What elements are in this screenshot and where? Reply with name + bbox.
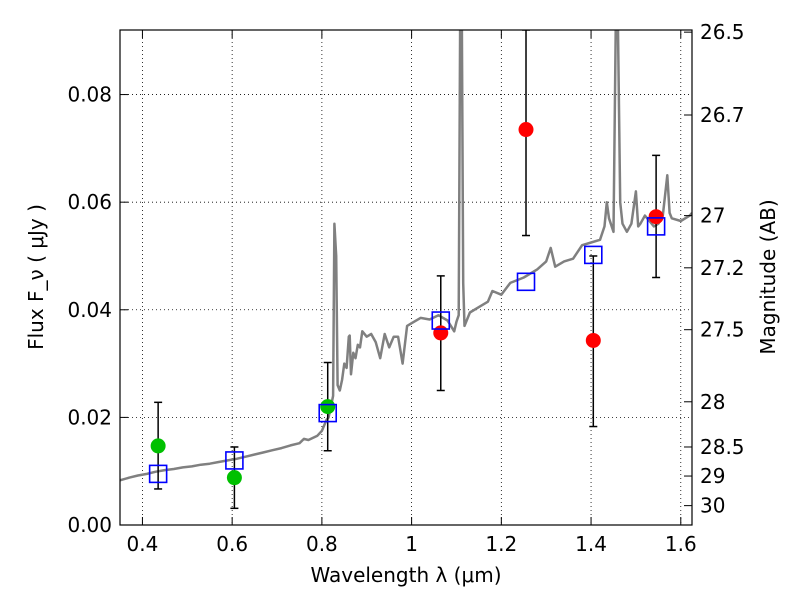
y2-tick-label: 27.5 bbox=[700, 318, 745, 342]
data-point bbox=[226, 470, 242, 486]
y-axis-label: Flux F_ν ( μJy ) bbox=[24, 204, 48, 350]
plot-frame-bg bbox=[120, 30, 692, 525]
x-tick-label: 1.6 bbox=[665, 532, 697, 556]
y2-tick-label: 26.5 bbox=[700, 20, 745, 44]
data-point bbox=[518, 122, 534, 138]
data-point bbox=[648, 209, 664, 225]
x-tick-label: 0.8 bbox=[306, 532, 338, 556]
y2-tick-label: 27.2 bbox=[700, 256, 745, 280]
model-point bbox=[431, 311, 451, 330]
data-point bbox=[585, 332, 601, 348]
plot-frame bbox=[119, 29, 693, 526]
model-point bbox=[148, 464, 168, 484]
data-point bbox=[320, 399, 336, 415]
x-tick-label: 0.6 bbox=[216, 532, 248, 556]
y-tick-label: 0.06 bbox=[67, 190, 112, 214]
model-point bbox=[225, 451, 244, 470]
model-point bbox=[584, 245, 603, 265]
tick-labels: 0.4 0.6 0.8 1 1.2 1.4 1.6 0.00 0.02 0.04 0.06 0.08 2… bbox=[67, 20, 744, 556]
y2-tick-label: 28 bbox=[700, 390, 725, 414]
model-point bbox=[646, 217, 666, 236]
y2-tick-label: 30 bbox=[700, 494, 725, 518]
y2-tick-label: 26.7 bbox=[700, 103, 745, 127]
x-axis-label: Wavelength λ (μm) bbox=[310, 563, 501, 587]
y2-tick-label: 29 bbox=[700, 464, 725, 488]
y2-tick-label: 27 bbox=[700, 204, 725, 228]
y-tick-label: 0.00 bbox=[67, 513, 112, 537]
data-point bbox=[150, 438, 166, 454]
y2-axis-label: Magnitude (AB) bbox=[756, 199, 780, 354]
x-tick-label: 1.4 bbox=[575, 532, 607, 556]
axis-ticks bbox=[120, 30, 692, 526]
model-point bbox=[516, 272, 536, 292]
x-tick-label: 0.4 bbox=[127, 532, 159, 556]
template-spectrum bbox=[120, 30, 692, 482]
y-tick-label: 0.08 bbox=[67, 83, 112, 107]
x-tick-label: 1 bbox=[405, 532, 418, 556]
spectrum-line bbox=[120, 30, 692, 482]
y2-tick-label: 28.5 bbox=[700, 435, 745, 459]
y-tick-label: 0.02 bbox=[67, 405, 112, 429]
y-tick-label: 0.04 bbox=[67, 298, 112, 322]
data-markers bbox=[148, 122, 666, 486]
model-point bbox=[318, 403, 338, 423]
data-point bbox=[433, 325, 449, 341]
x-tick-label: 1.2 bbox=[485, 532, 517, 556]
